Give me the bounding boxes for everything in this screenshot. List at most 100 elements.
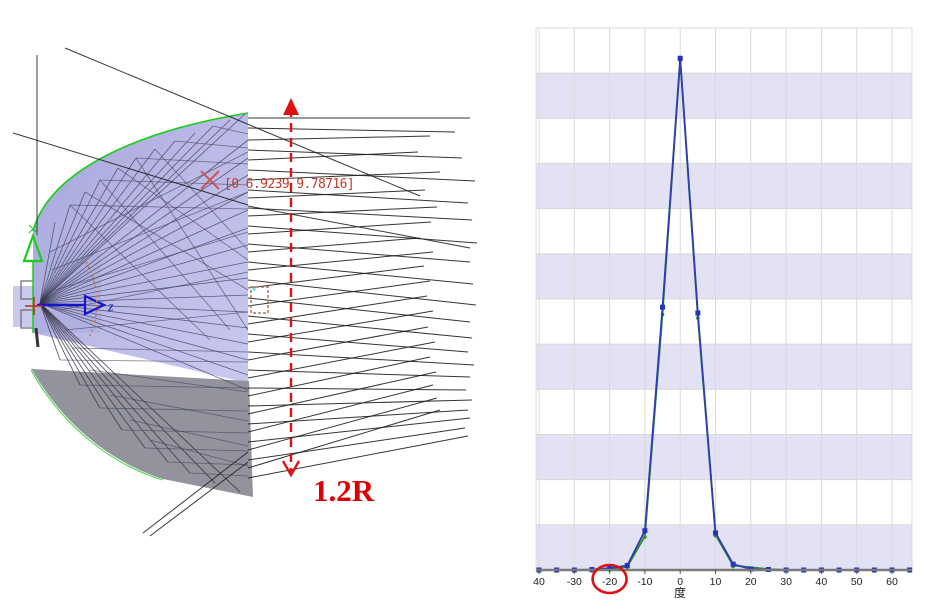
vertex-x-marker (28, 224, 38, 234)
ray (39, 174, 249, 304)
selected-surface-outline (85, 261, 98, 339)
ray (117, 167, 249, 261)
ray (39, 191, 86, 304)
ray (212, 125, 249, 135)
ray (129, 419, 249, 447)
ray (109, 394, 249, 422)
ray (247, 369, 471, 378)
ray (39, 221, 56, 304)
ray (142, 451, 249, 534)
ray (54, 231, 249, 291)
ray (247, 397, 438, 451)
ray (39, 302, 61, 361)
ray (247, 409, 441, 469)
ray (12, 132, 249, 206)
data-point (730, 561, 736, 567)
x-tick-label: -30 (567, 576, 582, 588)
ray (39, 204, 71, 304)
ray (247, 189, 469, 204)
ray (39, 244, 249, 304)
ray (247, 279, 477, 306)
profile-curve-bottom (30, 369, 164, 481)
ray (84, 191, 249, 291)
ray (69, 204, 211, 341)
ray (247, 333, 469, 353)
data-point-green (643, 535, 647, 539)
ray (247, 207, 473, 221)
ray (247, 427, 466, 461)
selection-box (250, 286, 269, 314)
ray (247, 341, 436, 379)
profile-curve-top (32, 112, 249, 232)
series-line-intensity-blue (539, 58, 910, 571)
z-axis-label: z (107, 300, 114, 315)
stripe-band (536, 163, 912, 209)
chart-x-axis: 40 -30 -20 -10 0 10 20 30 40 50 60 (533, 568, 912, 588)
ray (247, 225, 478, 244)
x-tick-label: -20 (602, 576, 617, 588)
ray (99, 179, 231, 331)
dimension-label: 1.2R (313, 473, 375, 508)
coordinate-readout: [0 6.9239 9.78716] (224, 177, 354, 192)
ray (39, 277, 249, 304)
ray (39, 119, 231, 304)
ray (39, 148, 156, 304)
ray (135, 157, 249, 165)
ray (247, 399, 473, 407)
ray-lines (12, 47, 478, 537)
ray (79, 384, 249, 389)
data-point (642, 528, 648, 534)
source-stub (34, 327, 40, 348)
stripe-band (536, 344, 912, 390)
ray (247, 171, 441, 181)
ray (39, 125, 214, 304)
ray (247, 351, 475, 366)
ray (247, 356, 431, 397)
x-tick-label: 20 (745, 576, 757, 588)
data-point (695, 310, 701, 316)
chart-bands (536, 73, 912, 570)
ray (39, 302, 249, 345)
measure-arrow-bottom (281, 460, 301, 478)
ray (39, 140, 176, 304)
ray (39, 294, 249, 304)
ray (247, 243, 471, 263)
ray (99, 407, 249, 412)
ray (59, 359, 249, 363)
ray (247, 310, 434, 343)
data-point (713, 530, 718, 536)
ray (39, 302, 249, 361)
intensity-chart-svg: 40 -30 -20 -10 0 10 20 30 40 50 60 度 (533, 27, 913, 600)
ray-trace-svg: z [0 6.9239 9.78716] 1.2R (12, 47, 478, 537)
ray (135, 157, 249, 331)
ray (247, 151, 419, 161)
x-tick-label: 50 (851, 576, 863, 588)
x-tick-label: 0 (677, 576, 683, 588)
ray (247, 149, 463, 159)
ray (39, 113, 246, 304)
data-point (624, 562, 630, 568)
ray (247, 135, 431, 141)
ray (39, 302, 146, 449)
selection-handle (252, 287, 256, 291)
origin-marker (25, 297, 43, 315)
x-tick-label: 30 (780, 576, 792, 588)
chart-series (536, 55, 913, 573)
ray (247, 221, 432, 235)
ray (149, 461, 249, 537)
ray (71, 347, 249, 353)
ray (39, 302, 169, 463)
ray (144, 447, 249, 452)
ray (39, 157, 137, 304)
ray (247, 280, 431, 307)
ray (39, 302, 101, 409)
z-axis-arrowhead (83, 294, 107, 316)
x-axis-title: 度 (674, 585, 686, 600)
ray (39, 302, 241, 493)
ray (39, 302, 249, 391)
ray-trace-panel: z [0 6.9239 9.78716] 1.2R (12, 47, 478, 537)
ray (39, 302, 123, 431)
x-tick-label: 10 (710, 576, 722, 588)
ray (69, 204, 249, 210)
